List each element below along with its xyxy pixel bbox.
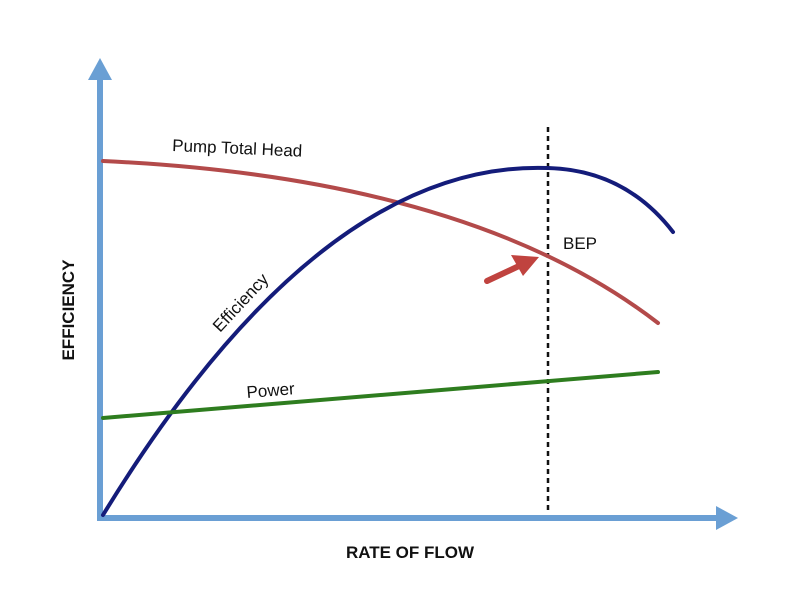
head-curve-label: Pump Total Head (172, 136, 303, 161)
x-axis-label: RATE OF FLOW (346, 543, 475, 562)
x-axis-arrowhead (716, 506, 738, 530)
y-axis-arrowhead (88, 58, 112, 80)
head-curve (101, 159, 660, 325)
axes (88, 58, 738, 530)
y-axis-label: EFFICIENCY (59, 259, 78, 361)
bep-arrow (484, 255, 539, 284)
bep-label: BEP (563, 234, 597, 253)
power-curve (101, 370, 660, 420)
power-curve-label: Power (246, 379, 296, 402)
efficiency-curve (101, 165, 675, 517)
